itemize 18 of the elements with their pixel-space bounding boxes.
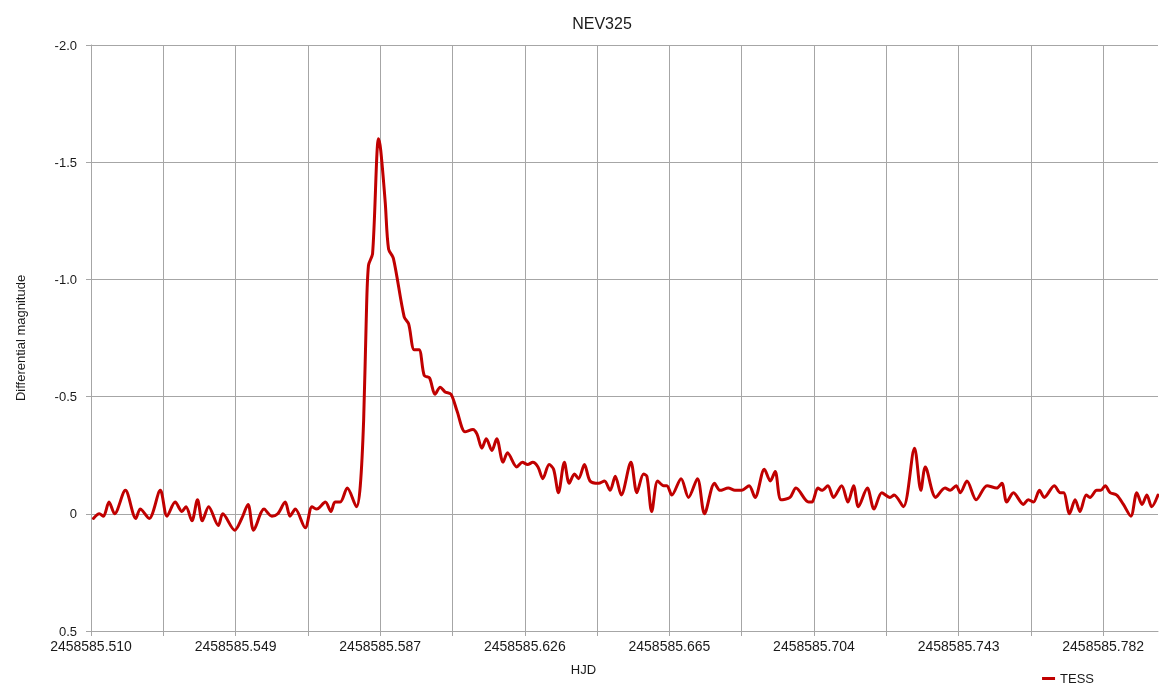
x-tick-label: 2458585.510 (50, 638, 133, 654)
y-tick-label: -1.0 (54, 271, 77, 287)
x-tick-label: 2458585.665 (628, 638, 711, 654)
y-tick-label: -2.0 (54, 37, 77, 53)
y-axis-title: Differential magnitude (13, 274, 28, 402)
x-tick-label: 2458585.626 (483, 638, 566, 654)
chart-title: NEV325 (572, 14, 632, 32)
legend-label: TESS (1060, 671, 1095, 686)
x-tick-label: 2458585.587 (339, 638, 422, 654)
x-axis-title: HJD (570, 662, 597, 677)
y-tick-label: 0.5 (58, 623, 77, 639)
y-tick-label: 0 (69, 506, 77, 522)
y-tick-label: -0.5 (54, 389, 77, 405)
x-tick-label: 2458585.743 (917, 638, 1000, 654)
x-tick-label: 2458585.782 (1062, 638, 1145, 654)
y-tick-label: -1.5 (54, 154, 77, 170)
x-tick-label: 2458585.704 (773, 638, 856, 654)
x-tick-label: 2458585.549 (194, 638, 277, 654)
